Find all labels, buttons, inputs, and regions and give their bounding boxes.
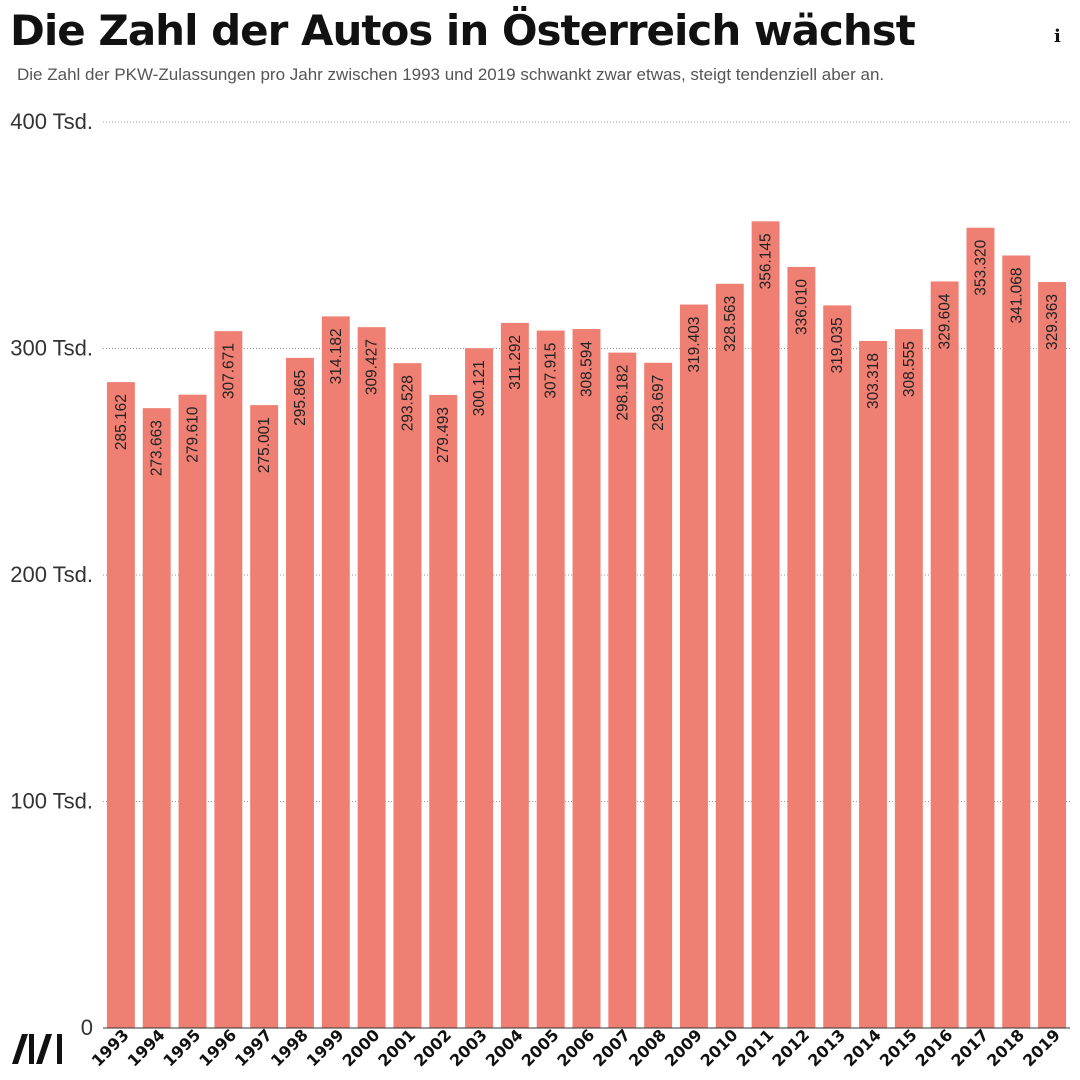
data-label: 319.035 (829, 317, 846, 373)
x-tick-label: 1995 (159, 1025, 204, 1070)
bar-2004 (500, 322, 529, 1028)
data-label: 336.010 (793, 279, 810, 335)
y-tick-label: 300 Tsd. (10, 336, 93, 361)
data-label: 293.697 (650, 375, 667, 431)
bar-2019 (1038, 281, 1067, 1028)
x-tick-label: 1997 (231, 1025, 276, 1070)
bars: 285.162 273.663 279.610 307.671 275.001 295.8… (106, 221, 1067, 1029)
bar-2006 (572, 329, 601, 1028)
bar-2009 (679, 304, 708, 1028)
y-tick-label: 0 (81, 1015, 93, 1040)
data-label: 307.915 (543, 343, 560, 399)
x-tick-label: 1993 (88, 1025, 133, 1070)
data-label: 329.604 (937, 293, 954, 349)
data-label: 300.121 (471, 360, 488, 416)
data-label: 353.320 (972, 239, 989, 295)
data-label: 295.865 (292, 370, 309, 426)
bar-2000 (357, 327, 386, 1028)
bar-2014 (859, 340, 887, 1029)
bar-2001 (393, 363, 422, 1028)
x-tick-label: 2000 (339, 1025, 384, 1070)
bar-2002 (429, 394, 458, 1028)
chart-subtitle: Die Zahl der PKW-Zulassungen pro Jahr zw… (17, 65, 885, 84)
x-tick-label: 1999 (303, 1025, 348, 1070)
data-label: 309.427 (364, 339, 381, 395)
x-tick-label: 2001 (374, 1025, 419, 1070)
x-tick-label: 2014 (840, 1025, 885, 1070)
bar-1996 (214, 331, 243, 1028)
data-label: 329.363 (1044, 294, 1061, 350)
bar-2003 (465, 348, 494, 1029)
x-tick-label: 2011 (732, 1025, 777, 1070)
data-label: 273.663 (149, 420, 166, 476)
data-label: 303.318 (865, 353, 882, 409)
data-label: 279.610 (185, 406, 202, 462)
x-tick-label: 2002 (410, 1025, 455, 1070)
bar-2018 (1002, 255, 1031, 1029)
newsroom-logo (12, 1034, 62, 1064)
bar-2017 (966, 227, 995, 1029)
x-tick-label: 2005 (518, 1025, 563, 1070)
x-tick-label: 2018 (983, 1025, 1028, 1070)
data-label: 328.563 (722, 296, 739, 352)
y-axis: 0 100 Tsd. 200 Tsd. 300 Tsd. 400 Tsd. (10, 109, 93, 1040)
x-tick-label: 1994 (124, 1025, 169, 1070)
bar-2007 (608, 352, 637, 1028)
x-tick-label: 2009 (661, 1025, 706, 1070)
x-axis: 1993199419951996199719981999200020012002… (88, 1025, 1070, 1070)
bar-2015 (894, 329, 923, 1028)
bar-2012 (787, 266, 816, 1028)
data-label: 298.182 (614, 365, 631, 421)
x-tick-label: 2004 (482, 1025, 527, 1070)
data-label: 356.145 (758, 233, 775, 289)
x-tick-label: 2019 (1019, 1025, 1064, 1070)
data-label: 311.292 (507, 335, 524, 390)
bar-1993 (106, 382, 135, 1028)
y-tick-label: 400 Tsd. (10, 109, 93, 134)
bar-1998 (286, 357, 314, 1028)
x-tick-label: 1996 (195, 1025, 240, 1070)
bar-1995 (178, 394, 207, 1028)
x-tick-label: 2003 (446, 1025, 491, 1070)
bar-2016 (930, 281, 959, 1028)
data-label: 293.528 (399, 375, 416, 431)
x-tick-label: 2013 (804, 1025, 849, 1070)
data-label: 307.671 (220, 343, 237, 399)
data-label: 319.403 (686, 317, 703, 373)
y-tick-label: 200 Tsd. (10, 562, 93, 587)
x-tick-label: 1998 (267, 1025, 312, 1070)
chart-title: Die Zahl der Autos in Österreich wächst (10, 6, 916, 55)
x-tick-label: 2017 (947, 1025, 992, 1070)
bar-2005 (536, 330, 565, 1028)
data-label: 285.162 (113, 394, 130, 450)
data-label: 308.555 (901, 341, 918, 397)
info-icon[interactable]: i (1054, 26, 1061, 47)
bar-2013 (823, 305, 852, 1028)
y-tick-label: 100 Tsd. (10, 789, 93, 814)
data-label: 275.001 (256, 417, 273, 473)
x-tick-label: 2012 (768, 1025, 813, 1070)
x-tick-label: 2007 (589, 1025, 634, 1070)
x-tick-label: 2006 (553, 1025, 598, 1070)
x-tick-label: 2008 (625, 1025, 670, 1070)
bar-2008 (644, 362, 673, 1028)
bar-2010 (715, 283, 744, 1028)
bar-1997 (250, 405, 279, 1028)
bar-2011 (751, 221, 780, 1028)
data-label: 279.493 (435, 407, 452, 463)
x-tick-label: 2010 (697, 1025, 742, 1070)
data-label: 308.594 (579, 341, 596, 397)
x-tick-label: 2015 (876, 1025, 921, 1070)
data-label: 314.182 (328, 328, 345, 384)
data-label: 341.068 (1008, 267, 1025, 323)
bar-1994 (142, 408, 171, 1028)
bar-1999 (321, 316, 350, 1028)
x-tick-label: 2016 (912, 1025, 957, 1070)
